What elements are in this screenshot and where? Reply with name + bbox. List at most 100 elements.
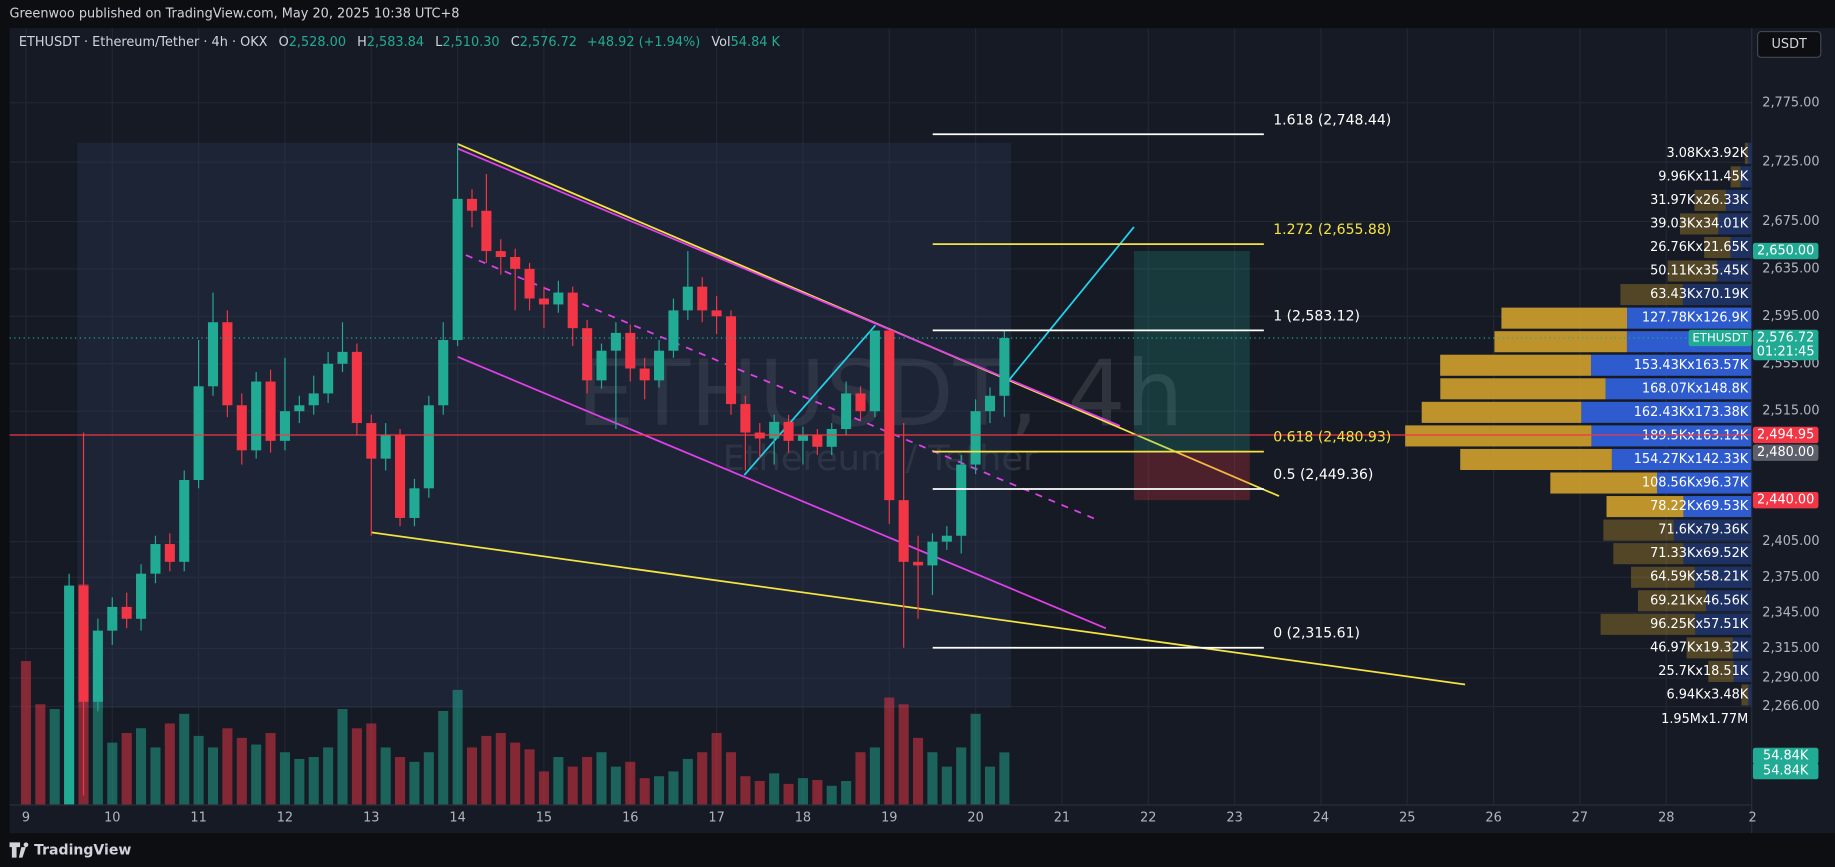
candle-body bbox=[913, 561, 924, 566]
volume-bar bbox=[323, 747, 334, 805]
profile-down bbox=[1733, 660, 1752, 682]
y-tick-label: 2,635.00 bbox=[1762, 261, 1819, 276]
volume-bar bbox=[855, 752, 866, 805]
fib-label: 1 (2,583.12) bbox=[1273, 308, 1360, 324]
fib-label: 1.272 (2,655.88) bbox=[1273, 222, 1391, 238]
volume-bar bbox=[711, 733, 722, 805]
fib-label: 0.5 (2,449.36) bbox=[1273, 467, 1373, 483]
x-tick-label: 26 bbox=[1485, 810, 1501, 825]
volume-bar bbox=[136, 728, 147, 805]
candle-body bbox=[351, 351, 362, 424]
volume-bar bbox=[308, 757, 319, 805]
x-tick-label: 27 bbox=[1572, 810, 1588, 825]
candle-body bbox=[596, 350, 607, 381]
entry-tag-label: 2,480.00 bbox=[1757, 445, 1814, 460]
profile-down bbox=[1716, 260, 1752, 282]
volume-bar bbox=[869, 747, 880, 805]
volume-bar bbox=[553, 757, 564, 805]
volume-bar bbox=[179, 713, 190, 805]
legend-value: 2,528.00 bbox=[289, 35, 346, 50]
profile-label: 46.97Kx19.32K bbox=[1650, 640, 1749, 655]
candle-body bbox=[898, 500, 909, 562]
y-tick-label: 2,405.00 bbox=[1762, 534, 1819, 549]
candle-body bbox=[697, 286, 708, 311]
profile-up bbox=[1679, 213, 1719, 235]
legend-label: O bbox=[279, 35, 289, 50]
candle-body bbox=[107, 606, 118, 631]
volume-bar bbox=[841, 781, 852, 805]
x-tick-label: 2 bbox=[1749, 810, 1757, 825]
y-tick-label: 2,775.00 bbox=[1762, 95, 1819, 110]
volume-tag bbox=[1752, 762, 1819, 780]
candle-body bbox=[409, 488, 420, 518]
volume-bar bbox=[524, 749, 535, 805]
profile-down bbox=[1683, 543, 1752, 565]
candle-body bbox=[236, 405, 247, 451]
candle-body bbox=[999, 337, 1010, 396]
profile-label: 39.03Kx34.01K bbox=[1650, 216, 1749, 231]
candle-body bbox=[538, 298, 549, 305]
profile-label: 31.97Kx26.33K bbox=[1650, 193, 1749, 208]
candle-body bbox=[323, 363, 334, 394]
profile-up bbox=[1730, 166, 1741, 188]
volume-bar bbox=[438, 710, 449, 805]
profile-up bbox=[1440, 354, 1591, 376]
last-price-tag bbox=[1752, 329, 1819, 361]
candle-body bbox=[855, 393, 866, 412]
volume-tag-label: 54.84K bbox=[1763, 764, 1809, 779]
candle-body bbox=[740, 404, 751, 433]
x-tick-label: 9 bbox=[22, 810, 30, 825]
volume-bar bbox=[207, 747, 219, 805]
grid bbox=[9, 28, 1752, 805]
volume-bar bbox=[466, 747, 478, 805]
profile-up bbox=[1708, 660, 1734, 682]
volume-bar bbox=[754, 781, 765, 805]
candle-body bbox=[423, 405, 434, 489]
candle-body bbox=[179, 479, 190, 562]
candle-body bbox=[841, 393, 852, 429]
profile-down bbox=[1725, 189, 1752, 211]
profile-up bbox=[1744, 142, 1748, 164]
legend-value: 2,583.84 bbox=[367, 35, 424, 50]
currency-label[interactable]: USDT bbox=[1772, 37, 1807, 52]
candle-body bbox=[510, 257, 521, 269]
fib-label: 0 (2,315.61) bbox=[1273, 626, 1360, 642]
volume-bar bbox=[725, 752, 737, 805]
profile-up bbox=[1550, 472, 1658, 494]
profile-up bbox=[1694, 189, 1726, 211]
volume-bar bbox=[797, 778, 808, 805]
profile-down bbox=[1695, 613, 1752, 635]
profile-label: 25.7Kx18.51K bbox=[1658, 664, 1748, 679]
volume-bar bbox=[395, 757, 406, 805]
profile-label: 6.94Kx3.48K bbox=[1666, 687, 1748, 702]
hline-tag bbox=[1752, 426, 1819, 444]
candle-body bbox=[668, 310, 679, 351]
profile-down bbox=[1705, 590, 1752, 612]
volume-bar bbox=[913, 737, 924, 805]
candle-body bbox=[207, 322, 219, 387]
y-tick-label: 2,375.00 bbox=[1762, 570, 1819, 585]
profile-label: 153.43Kx163.57K bbox=[1634, 358, 1749, 373]
x-tick-label: 11 bbox=[190, 810, 206, 825]
volume-bar bbox=[654, 776, 665, 805]
candle-body bbox=[438, 340, 449, 406]
profile-down bbox=[1682, 284, 1752, 306]
volume-bar bbox=[164, 723, 175, 805]
projection-line bbox=[743, 324, 877, 476]
profile-label: 168.07Kx148.8K bbox=[1642, 381, 1749, 396]
currency-button[interactable] bbox=[1757, 31, 1822, 58]
volume-bar bbox=[898, 704, 909, 805]
candle-body bbox=[121, 606, 132, 619]
profile-up bbox=[1620, 284, 1683, 306]
profile-up bbox=[1606, 496, 1684, 518]
profile-down bbox=[1673, 519, 1752, 541]
volume-bar bbox=[668, 771, 679, 805]
candle-body bbox=[927, 541, 938, 566]
profile-up bbox=[1686, 637, 1733, 659]
candle-body bbox=[294, 405, 305, 412]
candle-body bbox=[797, 434, 808, 441]
profile-down bbox=[1718, 213, 1752, 235]
profile-down bbox=[1732, 637, 1752, 659]
